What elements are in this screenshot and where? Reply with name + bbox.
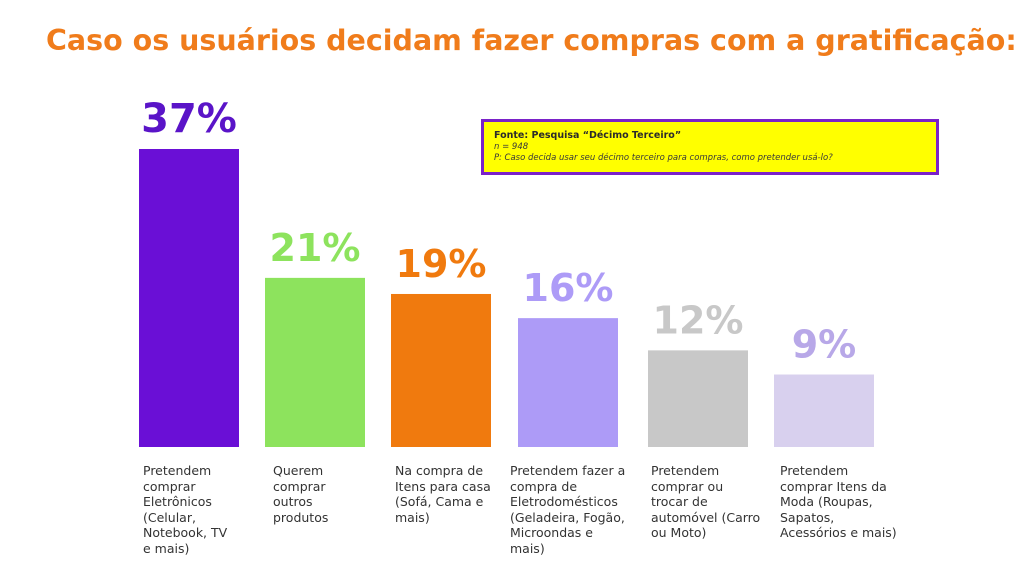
category-label-line: Sapatos, bbox=[780, 509, 835, 525]
value-label-2: 21% bbox=[270, 226, 361, 270]
source-sample-size: n = 948 bbox=[494, 142, 529, 152]
source-title: Fonte: Pesquisa “Décimo Terceiro” bbox=[494, 130, 682, 141]
category-label-line: trocar de bbox=[651, 494, 708, 509]
category-label-1: Pretendem comprar Eletrônicos (Celular, Note… bbox=[143, 463, 227, 556]
category-label-5: Pretendem comprar ou trocar de automóvel (C… bbox=[651, 463, 760, 541]
bar-4 bbox=[518, 318, 618, 447]
bar-3 bbox=[391, 293, 491, 447]
value-label-5: 12% bbox=[653, 298, 744, 342]
value-label-1: 37% bbox=[141, 96, 237, 142]
category-label-line: e mais) bbox=[143, 540, 190, 556]
bar-1 bbox=[139, 149, 239, 447]
bar-2 bbox=[265, 277, 365, 447]
chart-title: Caso os usuários decidam fazer compras c… bbox=[46, 24, 1017, 57]
category-label-3: Na compra de Itens para casa (Sofá, Cama e… bbox=[395, 463, 491, 525]
category-label-line: (Geladeira, Fogão, bbox=[510, 509, 625, 525]
category-label-line: Pretendem bbox=[780, 463, 849, 478]
bar-6 bbox=[774, 374, 874, 447]
source-question: P: Caso decida usar seu décimo terceiro … bbox=[494, 153, 833, 163]
value-label-4: 16% bbox=[523, 266, 614, 310]
category-label-line: (Celular, bbox=[143, 509, 196, 525]
category-label-line: Pretendem fazer a bbox=[510, 463, 626, 478]
category-label-line: compra de bbox=[510, 478, 578, 494]
category-label-line: comprar bbox=[143, 478, 196, 494]
category-label-line: comprar ou bbox=[651, 478, 724, 494]
category-label-line: ou Moto) bbox=[651, 525, 707, 540]
category-label-line: Pretendem bbox=[143, 463, 212, 478]
category-label-line: Querem bbox=[273, 463, 324, 478]
category-label-line: comprar bbox=[273, 478, 326, 494]
category-label-4: Pretendem fazer a compra de Eletrodoméstic… bbox=[510, 463, 625, 556]
category-label-line: (Sofá, Cama e bbox=[395, 494, 484, 509]
value-label-3: 19% bbox=[396, 242, 487, 286]
category-label-line: Eletrodomésticos bbox=[510, 494, 618, 509]
category-label-line: Na compra de bbox=[395, 463, 484, 478]
category-label-2: Querem comprar outros produtos bbox=[273, 463, 328, 525]
value-label-6: 9% bbox=[792, 323, 857, 367]
category-label-6: Pretendem comprar Itens da Moda (Roupas, Sa… bbox=[780, 463, 897, 541]
source-note-box: Fonte: Pesquisa “Décimo Terceiro” n = 94… bbox=[481, 119, 939, 175]
bar-5 bbox=[648, 350, 748, 447]
category-label-line: Moda (Roupas, bbox=[780, 494, 873, 509]
category-label-line: automóvel (Carro bbox=[651, 509, 761, 525]
category-label-line: produtos bbox=[273, 509, 329, 525]
category-label-line: Microondas e bbox=[510, 525, 593, 540]
category-label-line: Acessórios e mais) bbox=[780, 525, 897, 540]
category-label-line: mais) bbox=[510, 540, 545, 556]
category-label-line: mais) bbox=[395, 509, 430, 525]
category-label-line: outros bbox=[273, 494, 313, 509]
category-label-line: Notebook, TV bbox=[143, 525, 228, 540]
category-label-line: Eletrônicos bbox=[143, 494, 212, 509]
category-label-line: Itens para casa bbox=[395, 478, 491, 494]
category-label-line: comprar Itens da bbox=[780, 478, 887, 494]
category-label-line: Pretendem bbox=[651, 463, 720, 478]
